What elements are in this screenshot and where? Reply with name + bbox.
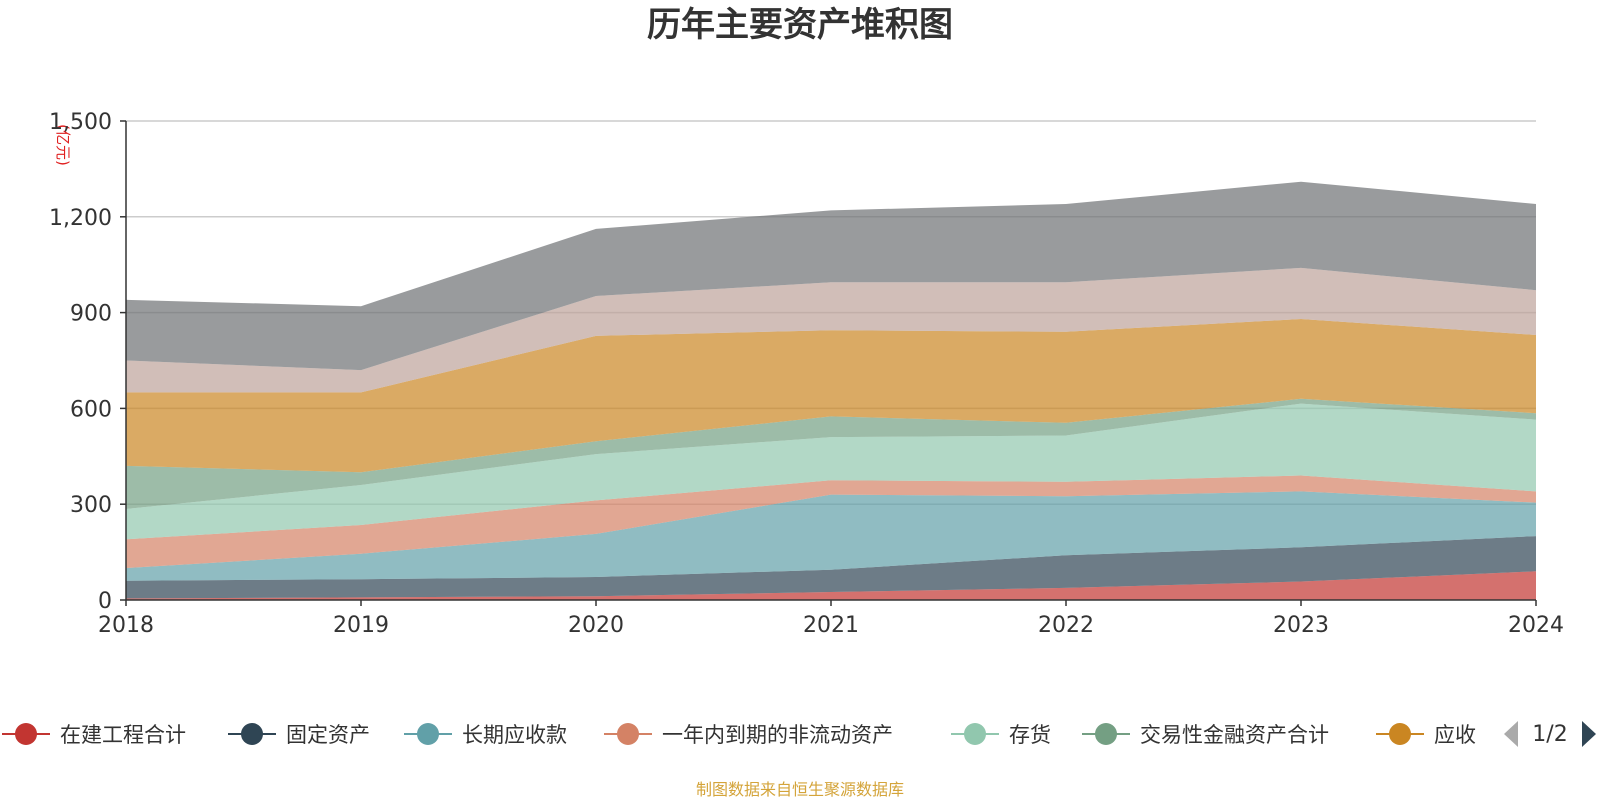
- x-tick-label-2024: 2024: [1508, 613, 1564, 638]
- y-axis-unit-label: (亿元): [54, 124, 72, 166]
- legend-marker-6: [1389, 723, 1411, 745]
- y-tick-label-600: 600: [70, 397, 112, 422]
- legend-marker-3: [617, 723, 639, 745]
- data-source-footer: 制图数据来自恒生聚源数据库: [696, 780, 904, 799]
- y-axis-ticks: 0 300 600 900 1,200 1,500: [49, 110, 126, 614]
- legend-label-0: 在建工程合计: [60, 723, 186, 747]
- legend-label-5: 交易性金融资产合计: [1140, 723, 1329, 747]
- legend-page-indicator: 1/2: [1532, 722, 1567, 747]
- y-tick-label-1200: 1,200: [49, 206, 112, 231]
- legend-marker-5: [1095, 723, 1117, 745]
- x-tick-label-2019: 2019: [333, 613, 389, 638]
- legend-item-4[interactable]: 存货: [951, 723, 1051, 747]
- y-tick-label-1500: 1,500: [49, 110, 112, 135]
- legend-label-6: 应收: [1434, 723, 1476, 747]
- legend-pager: 1/2: [1504, 721, 1596, 747]
- legend-marker-0: [15, 723, 37, 745]
- x-tick-label-2023: 2023: [1273, 613, 1329, 638]
- legend-item-1[interactable]: 固定资产: [228, 723, 370, 747]
- y-tick-label-300: 300: [70, 493, 112, 518]
- legend-label-4: 存货: [1009, 723, 1051, 747]
- legend-item-2[interactable]: 长期应收款: [404, 723, 567, 747]
- area-series-7: [126, 267, 1536, 393]
- x-tick-label-2020: 2020: [568, 613, 624, 638]
- legend-item-6[interactable]: 应收: [1376, 723, 1476, 747]
- x-axis-ticks: 2018 2019 2020 2021 2022 2023 2024: [98, 600, 1564, 638]
- x-tick-label-2018: 2018: [98, 613, 154, 638]
- legend-label-3: 一年内到期的非流动资产: [662, 723, 893, 747]
- area-series-0: [126, 571, 1536, 600]
- area-series-5: [126, 398, 1536, 509]
- area-series-3: [126, 475, 1536, 569]
- legend-label-2: 长期应收款: [462, 723, 567, 747]
- area-series-4: [126, 403, 1536, 540]
- legend: 在建工程合计 固定资产 长期应收款 一年内到期的非流动资产 存货 交易性金融资产合计 应收: [2, 723, 1476, 747]
- chart-title: 历年主要资产堆积图: [647, 5, 953, 45]
- legend-item-3[interactable]: 一年内到期的非流动资产: [604, 723, 893, 747]
- legend-item-0[interactable]: 在建工程合计: [2, 723, 186, 747]
- area-series-8: [126, 181, 1536, 371]
- legend-marker-4: [964, 723, 986, 745]
- legend-item-5[interactable]: 交易性金融资产合计: [1082, 723, 1329, 747]
- x-tick-label-2022: 2022: [1038, 613, 1094, 638]
- y-tick-label-900: 900: [70, 302, 112, 327]
- x-tick-label-2021: 2021: [803, 613, 859, 638]
- legend-next-page-icon[interactable]: [1582, 721, 1596, 747]
- area-series-6: [126, 319, 1536, 473]
- y-tick-label-0: 0: [98, 589, 112, 614]
- legend-label-1: 固定资产: [286, 723, 370, 747]
- area-series-group: [126, 181, 1536, 600]
- legend-prev-page-icon[interactable]: [1504, 721, 1518, 747]
- legend-marker-2: [417, 723, 439, 745]
- legend-marker-1: [241, 723, 263, 745]
- area-series-2: [126, 491, 1536, 581]
- area-series-1: [126, 536, 1536, 599]
